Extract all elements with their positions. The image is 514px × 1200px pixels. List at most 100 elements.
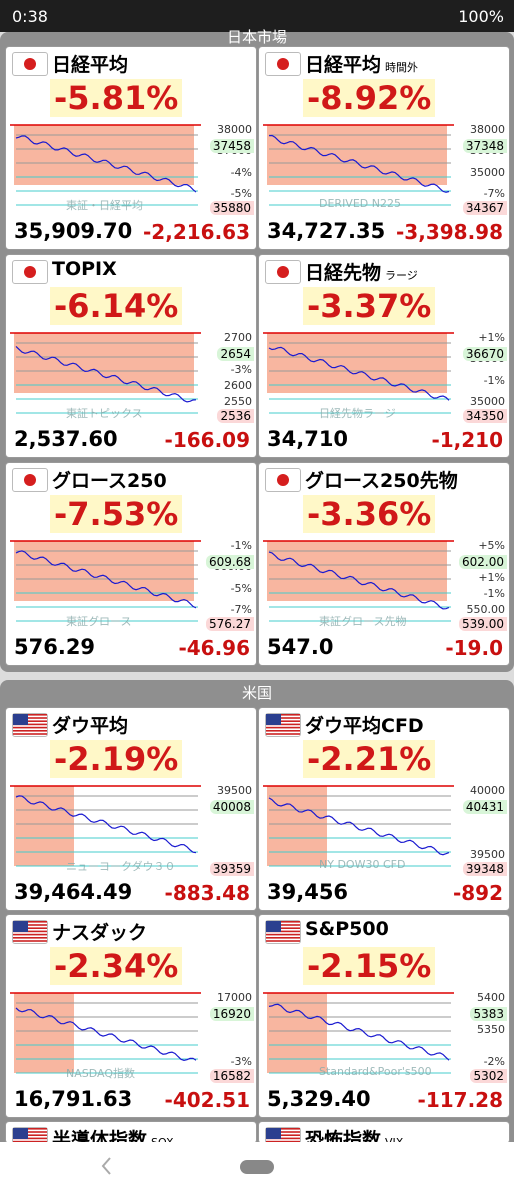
- watermark: 東証グロース: [66, 615, 132, 628]
- quote-card[interactable]: グロース250先物-3.36%東証グロース先物+5%+3%+1%-1%550.0…: [258, 462, 510, 666]
- flag-canton: [266, 1128, 281, 1139]
- flag-stripe: [266, 1137, 300, 1140]
- mini-chart: [10, 332, 201, 414]
- flag-icon: [265, 52, 301, 76]
- scale-label: -7%: [483, 187, 505, 200]
- range-band: [267, 125, 447, 185]
- flag-stripe: [13, 717, 47, 719]
- mini-chart: [10, 540, 201, 622]
- mini-chart: [10, 124, 201, 206]
- sparkline: [268, 1003, 450, 1061]
- flag-icon: [265, 260, 301, 284]
- scale-label: +1%: [478, 331, 505, 344]
- change-percent: -3.37%: [303, 287, 436, 325]
- mini-chart: [263, 992, 454, 1074]
- card-name: 日経先物 ラージ: [305, 258, 418, 285]
- quote-card[interactable]: ダウ平均 -2.19% ニューヨークダウ３０ 39500 40008 39359 39,46…: [5, 707, 257, 911]
- scale-label: 5400: [477, 991, 505, 1004]
- sparkline: [15, 1007, 197, 1062]
- card-name: TOPIX: [52, 258, 117, 280]
- mini-chart: [263, 124, 454, 206]
- flag-stripe: [266, 930, 300, 933]
- name: グロース250: [52, 470, 167, 492]
- flag-stripe: [266, 720, 300, 722]
- scale-label: +1%: [478, 571, 505, 584]
- scale-label: -3%: [230, 1055, 252, 1068]
- quote-card[interactable]: 日経先物ラージ-3.37%日経先物ラージ+1%36000-1%350003667…: [258, 254, 510, 458]
- quote-card[interactable]: 恐怖指数 VIX: [258, 1121, 510, 1144]
- current-tag: 5383: [470, 1007, 507, 1021]
- flag-stripe: [13, 924, 47, 926]
- sparkline: [268, 797, 450, 856]
- flag-stripe: [13, 927, 47, 929]
- watermark: NASDAQ指数: [66, 1067, 136, 1080]
- current-tag: 36670: [462, 347, 507, 361]
- battery: 100%: [458, 7, 504, 26]
- name: ナスダック: [52, 922, 148, 944]
- low-tag: 576.27: [206, 617, 254, 631]
- flag-stripe: [13, 937, 47, 939]
- flag-canton: [13, 1128, 28, 1139]
- name: 日経先物: [305, 262, 382, 284]
- change: -883.48: [164, 881, 250, 905]
- scale-label: -5%: [230, 187, 252, 200]
- flag-stripe: [13, 921, 47, 923]
- flag-icon: [12, 260, 48, 284]
- quote-card[interactable]: 半導体指数 SOX: [5, 1121, 257, 1144]
- scale-label: -1%: [483, 587, 505, 600]
- sub-name: ラージ: [385, 269, 418, 282]
- section-title: 日本市場: [226, 28, 287, 46]
- flag-canton: [13, 921, 28, 932]
- flag-stripe: [13, 723, 47, 726]
- range-band: [14, 125, 194, 185]
- name: TOPIX: [52, 258, 117, 280]
- quote-card[interactable]: S&P500 -2.15% Standard&Poor's500 5400 5350 -2…: [258, 914, 510, 1118]
- quote-card[interactable]: 日経平均-5.81%東証・日経平均3800037000-4%-5%3745835…: [5, 46, 257, 250]
- sub-name: SOX: [151, 1136, 174, 1144]
- scale-label: -5%: [230, 581, 252, 595]
- card-name: 日経平均 時間外: [305, 50, 418, 77]
- low-tag: 39359: [209, 862, 254, 876]
- range-band: [14, 333, 194, 393]
- watermark: NY DOW30 CFD: [319, 858, 406, 871]
- flag: [266, 1128, 300, 1143]
- flag-stripe: [266, 730, 300, 732]
- flag-icon: [265, 920, 301, 944]
- flag-canton: [266, 921, 281, 932]
- flag-sun: [24, 474, 36, 486]
- change: -46.96: [178, 636, 250, 660]
- scale-label: -3%: [230, 363, 252, 376]
- flag-sun: [24, 58, 36, 70]
- scale-label: 39500: [217, 784, 252, 797]
- sub-name: 時間外: [385, 61, 419, 74]
- scale-label: 35000: [470, 395, 505, 408]
- name: 恐怖指数: [305, 1129, 382, 1144]
- section-title: 米国: [241, 684, 272, 702]
- current-tag: 2654: [217, 347, 254, 361]
- change-percent: -7.53%: [50, 495, 183, 533]
- flag: [266, 714, 300, 735]
- quote-card[interactable]: ナスダック -2.34% NASDAQ指数 17000 -3% 16920 16582 16,…: [5, 914, 257, 1118]
- price: 2,537.60: [14, 427, 118, 451]
- change: -166.09: [164, 428, 250, 452]
- change: -402.51: [164, 1088, 250, 1112]
- quote-card[interactable]: TOPIX-6.14%東証トピックス2700-1%-3%260025502654…: [5, 254, 257, 458]
- sparkline: [15, 345, 197, 403]
- price: 16,791.63: [14, 1087, 133, 1111]
- nav-icons: [101, 1157, 274, 1175]
- quote-card[interactable]: ダウ平均CFD -2.21% NY DOW30 CFD 40000 39500 40431…: [258, 707, 510, 911]
- scale-label: 2600: [224, 379, 252, 392]
- flag: [277, 266, 289, 278]
- change-percent: -6.14%: [50, 287, 183, 325]
- scale-label: 2700: [224, 331, 252, 344]
- flag-stripe: [266, 717, 300, 719]
- range-band: [267, 333, 447, 393]
- flag: [24, 266, 36, 278]
- flag: [24, 474, 36, 486]
- sparkline: [15, 135, 197, 193]
- flag-stripe: [13, 1131, 47, 1133]
- flag-stripe: [13, 1140, 47, 1143]
- quote-card[interactable]: グロース250-7.53%東証グロース-1%600.00-5%-7%609.68…: [5, 462, 257, 666]
- flag-stripe: [13, 933, 47, 936]
